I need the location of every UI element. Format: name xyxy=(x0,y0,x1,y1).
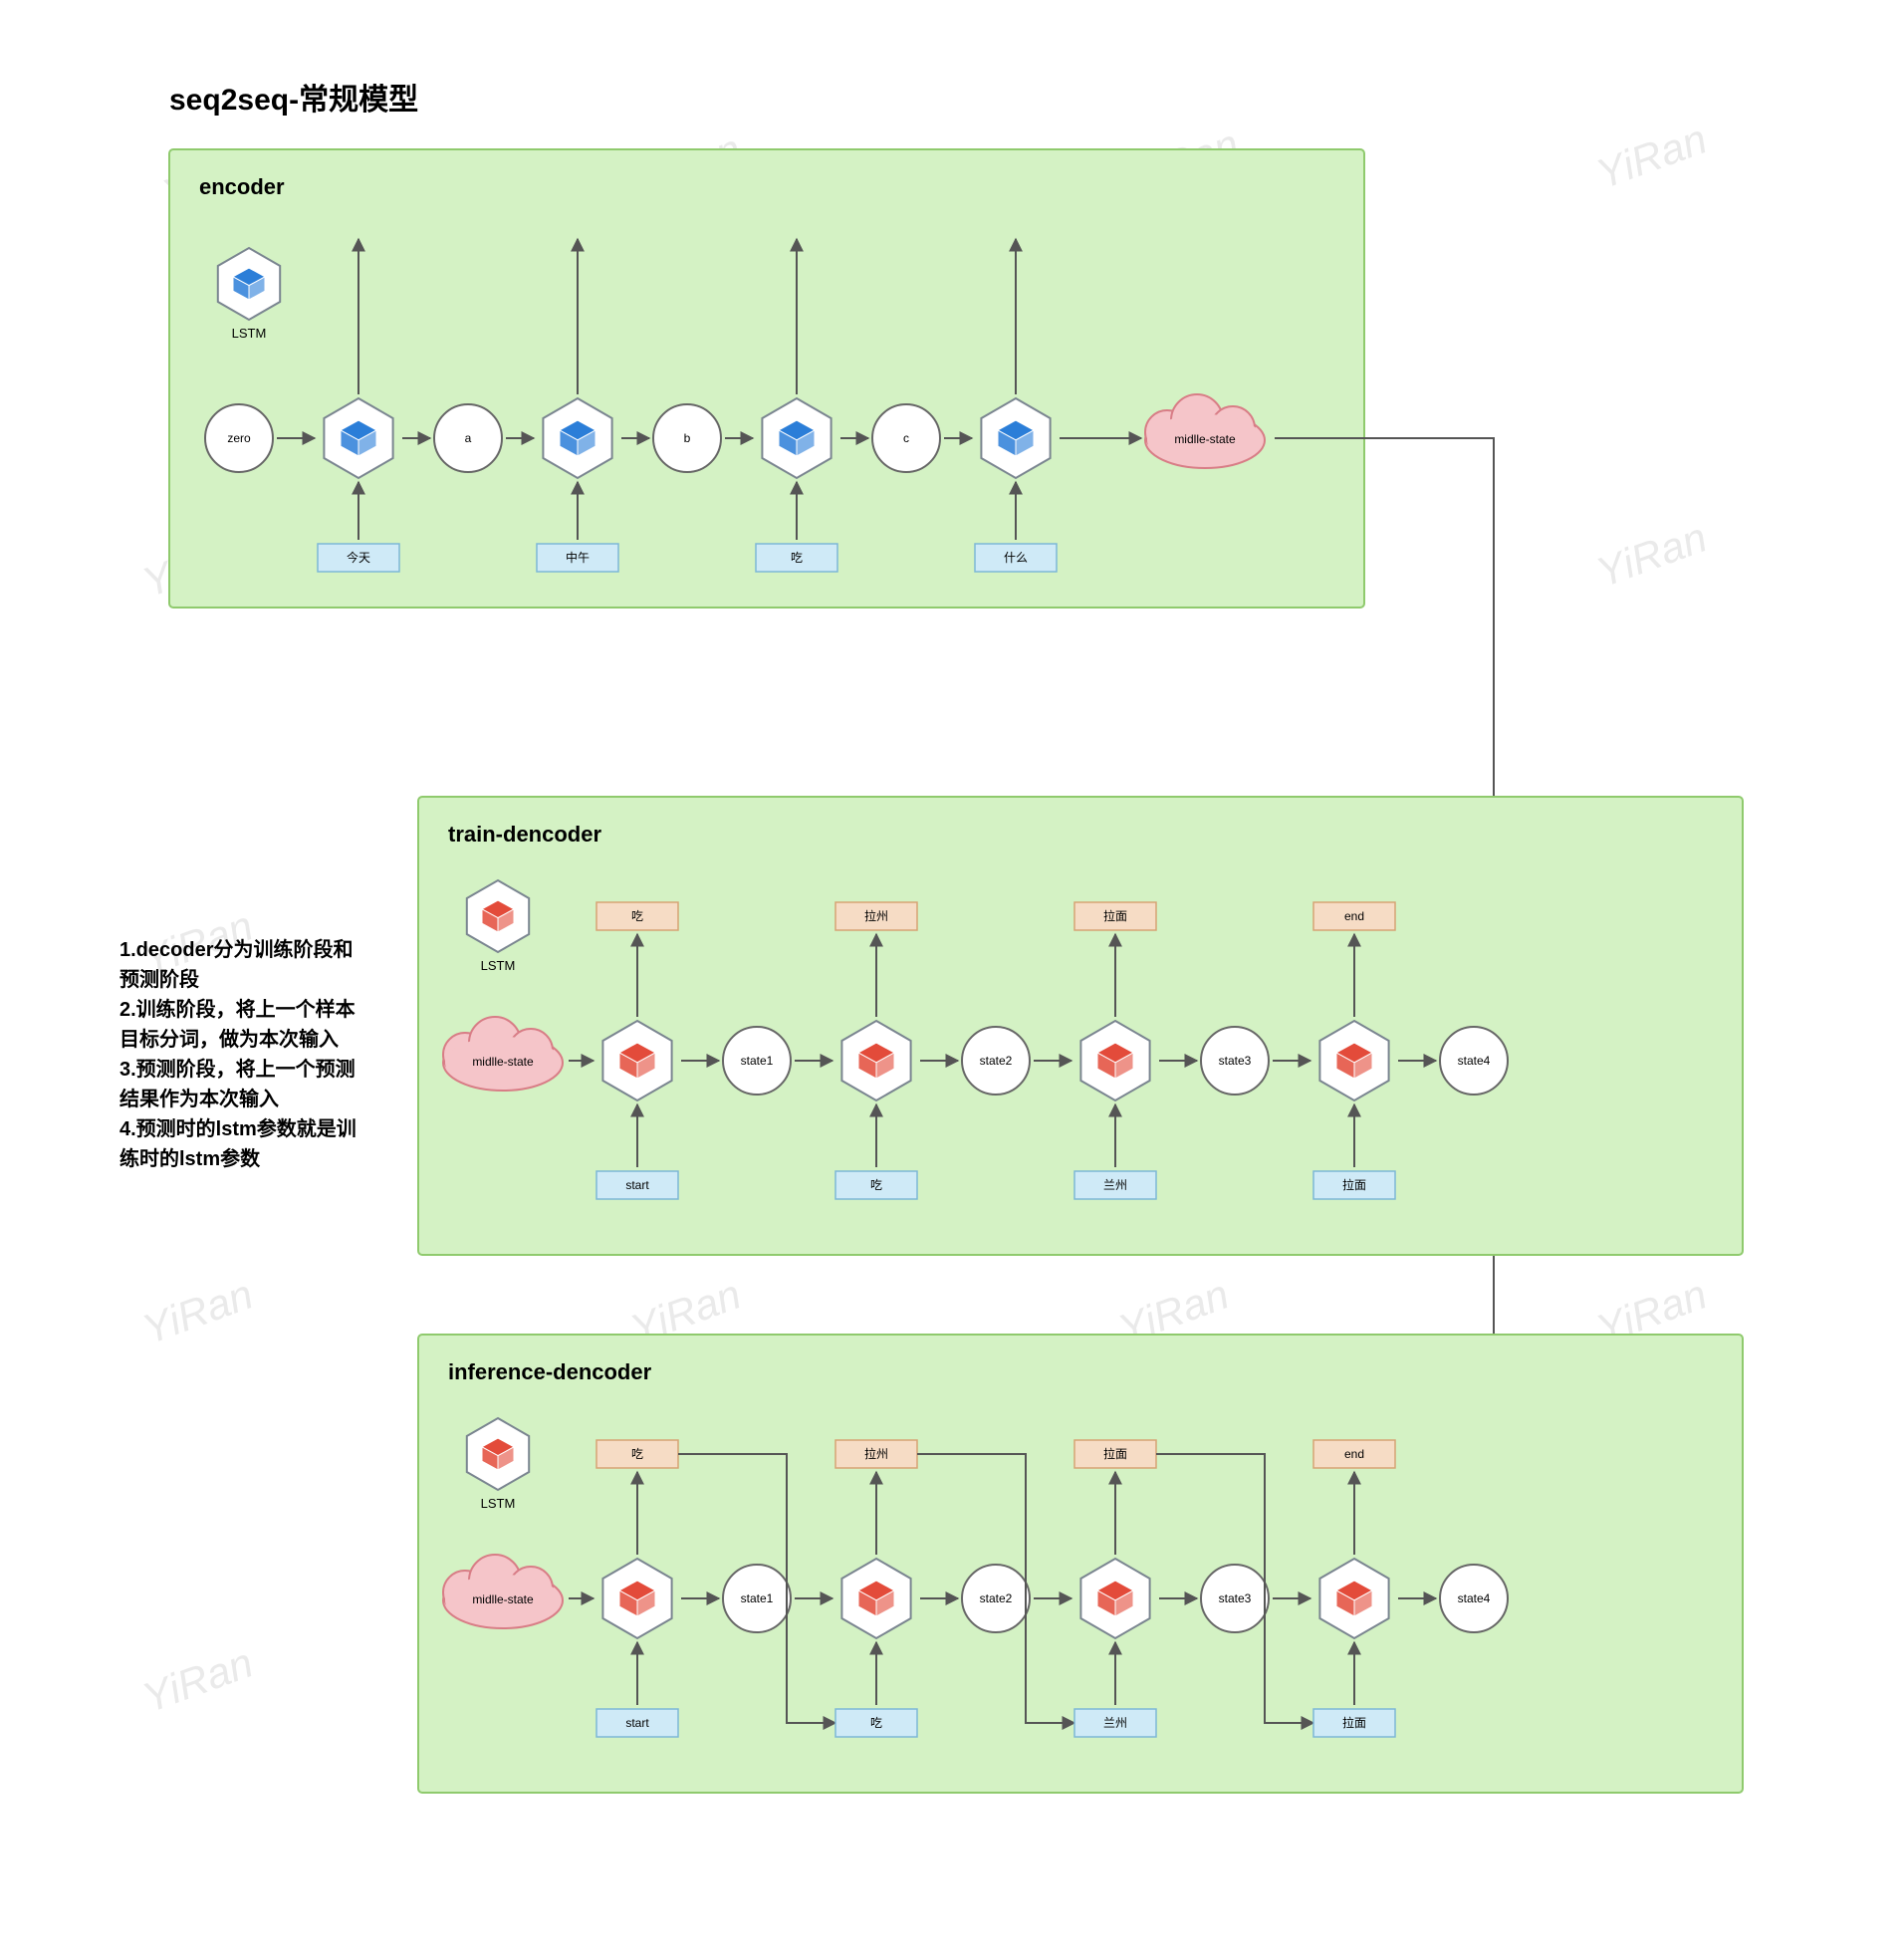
decoder-input-box-label: 兰州 xyxy=(1103,1716,1127,1730)
state-label: state2 xyxy=(980,1054,1013,1068)
decoder-input-box-label: 吃 xyxy=(870,1716,882,1730)
state-label: b xyxy=(684,431,691,445)
decoder-output-box-label: 拉面 xyxy=(1103,908,1127,923)
decoder-input-box-label: 拉面 xyxy=(1342,1715,1366,1730)
notes-line: 3.预测阶段，将上一个预测 xyxy=(119,1057,356,1081)
decoder-output-box-label: 拉州 xyxy=(864,908,888,923)
decoder-input-box-label: start xyxy=(625,1716,649,1730)
diagram-title: seq2seq-常规模型 xyxy=(169,84,418,117)
notes-line: 结果作为本次输入 xyxy=(119,1087,279,1110)
state-label: state2 xyxy=(980,1591,1013,1605)
decoder-input-box-label: 兰州 xyxy=(1103,1178,1127,1192)
svg-text:YiRan: YiRan xyxy=(136,1638,259,1721)
decoder-title: inference-dencoder xyxy=(448,1359,652,1384)
state-label: zero xyxy=(227,431,251,445)
notes-line: 目标分词，做为本次输入 xyxy=(119,1027,339,1051)
state-label: state4 xyxy=(1458,1054,1491,1068)
legend-label: LSTM xyxy=(481,958,516,973)
notes-line: 2.训练阶段，将上一个样本 xyxy=(119,997,356,1021)
decoder-title: train-dencoder xyxy=(448,822,601,847)
svg-text:YiRan: YiRan xyxy=(136,1270,259,1352)
encoder-input-box-label: 吃 xyxy=(791,551,803,565)
decoder-input-box-label: 吃 xyxy=(870,1178,882,1192)
state-label: a xyxy=(465,431,472,445)
state-label: state3 xyxy=(1219,1591,1252,1605)
decoder-output-box-label: 拉州 xyxy=(864,1446,888,1461)
panel xyxy=(169,149,1364,608)
decoder-output-box-label: end xyxy=(1344,909,1364,923)
decoder-input-box-label: 拉面 xyxy=(1342,1177,1366,1192)
decoder-input-box-label: start xyxy=(625,1178,649,1192)
encoder-input-box-label: 中午 xyxy=(566,550,590,565)
notes-line: 1.decoder分为训练阶段和 xyxy=(119,937,353,961)
notes-line: 练时的lstm参数 xyxy=(119,1146,261,1170)
decoder-output-box-label: end xyxy=(1344,1447,1364,1461)
encoder-input-box-label: 什么 xyxy=(1004,551,1028,565)
decoder-output-box-label: 拉面 xyxy=(1103,1446,1127,1461)
decoder-output-box-label: 吃 xyxy=(631,909,643,923)
legend-label: LSTM xyxy=(481,1496,516,1511)
notes-line: 4.预测时的lstm参数就是训 xyxy=(119,1116,357,1140)
encoder-title: encoder xyxy=(199,174,285,199)
cloud-label: midlle-state xyxy=(472,1055,534,1069)
encoder-input-box-label: 今天 xyxy=(347,550,370,565)
state-label: state1 xyxy=(741,1054,774,1068)
svg-text:YiRan: YiRan xyxy=(1590,513,1713,596)
cloud-label: midlle-state xyxy=(1174,432,1236,446)
svg-text:YiRan: YiRan xyxy=(1590,115,1713,197)
state-label: state3 xyxy=(1219,1054,1252,1068)
notes-line: 预测阶段 xyxy=(119,967,199,991)
state-label: state4 xyxy=(1458,1591,1491,1605)
decoder-output-box-label: 吃 xyxy=(631,1447,643,1461)
state-label: state1 xyxy=(741,1591,774,1605)
legend-label: LSTM xyxy=(232,326,267,341)
state-label: c xyxy=(903,431,909,445)
cloud-label: midlle-state xyxy=(472,1592,534,1606)
